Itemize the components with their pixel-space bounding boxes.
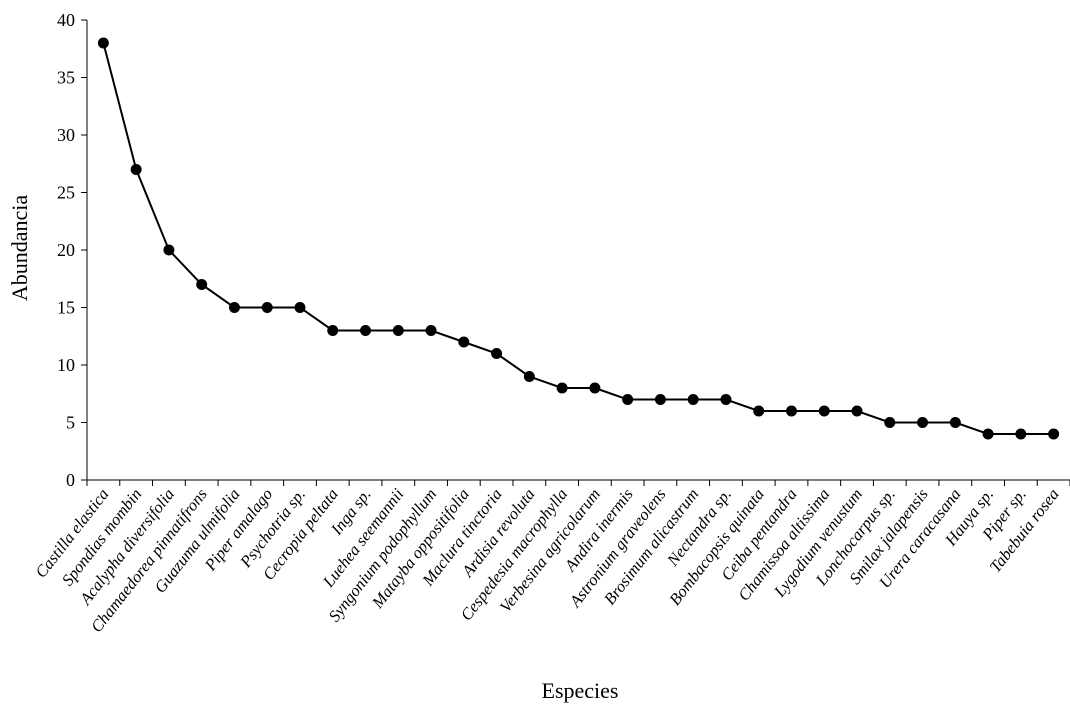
data-point <box>163 244 175 256</box>
y-tick-label: 5 <box>66 413 75 433</box>
data-point <box>1015 428 1027 440</box>
data-point <box>196 279 208 290</box>
data-point <box>785 405 797 417</box>
data-point <box>458 336 470 348</box>
data-point <box>720 394 732 405</box>
data-point <box>851 405 863 417</box>
series-line <box>102 42 1054 435</box>
data-point <box>491 348 503 359</box>
data-point <box>261 302 273 313</box>
data-point <box>97 37 109 49</box>
data-point <box>917 417 929 428</box>
y-tick-label: 35 <box>57 68 75 88</box>
data-point <box>392 325 404 336</box>
y-axis: 0 5 10 15 20 25 30 35 40 <box>57 10 88 490</box>
y-tick-label: 40 <box>57 10 75 30</box>
x-axis-title: Especies <box>542 678 619 703</box>
data-point <box>949 417 961 428</box>
data-point <box>884 417 896 428</box>
y-axis-title: Abundancia <box>7 195 32 302</box>
data-point <box>622 394 634 405</box>
data-point <box>425 325 437 336</box>
y-tick-label: 30 <box>57 125 75 145</box>
data-point <box>753 405 765 417</box>
data-point <box>687 394 699 405</box>
y-tick-label: 0 <box>66 470 75 490</box>
y-tick-label: 10 <box>57 355 75 375</box>
data-point <box>228 302 240 313</box>
y-tick-label: 25 <box>57 183 75 203</box>
abundance-series <box>97 37 1060 440</box>
data-point <box>556 382 568 394</box>
data-point <box>818 405 830 417</box>
data-point <box>294 302 306 313</box>
data-point <box>360 325 372 336</box>
data-point <box>589 382 601 394</box>
data-point <box>1048 428 1060 440</box>
data-point <box>654 394 666 405</box>
data-point <box>130 164 142 175</box>
y-tick-label: 15 <box>57 298 75 318</box>
data-point <box>523 371 535 382</box>
y-tick-label: 20 <box>57 240 75 260</box>
data-point <box>327 325 339 336</box>
data-point <box>982 428 994 440</box>
